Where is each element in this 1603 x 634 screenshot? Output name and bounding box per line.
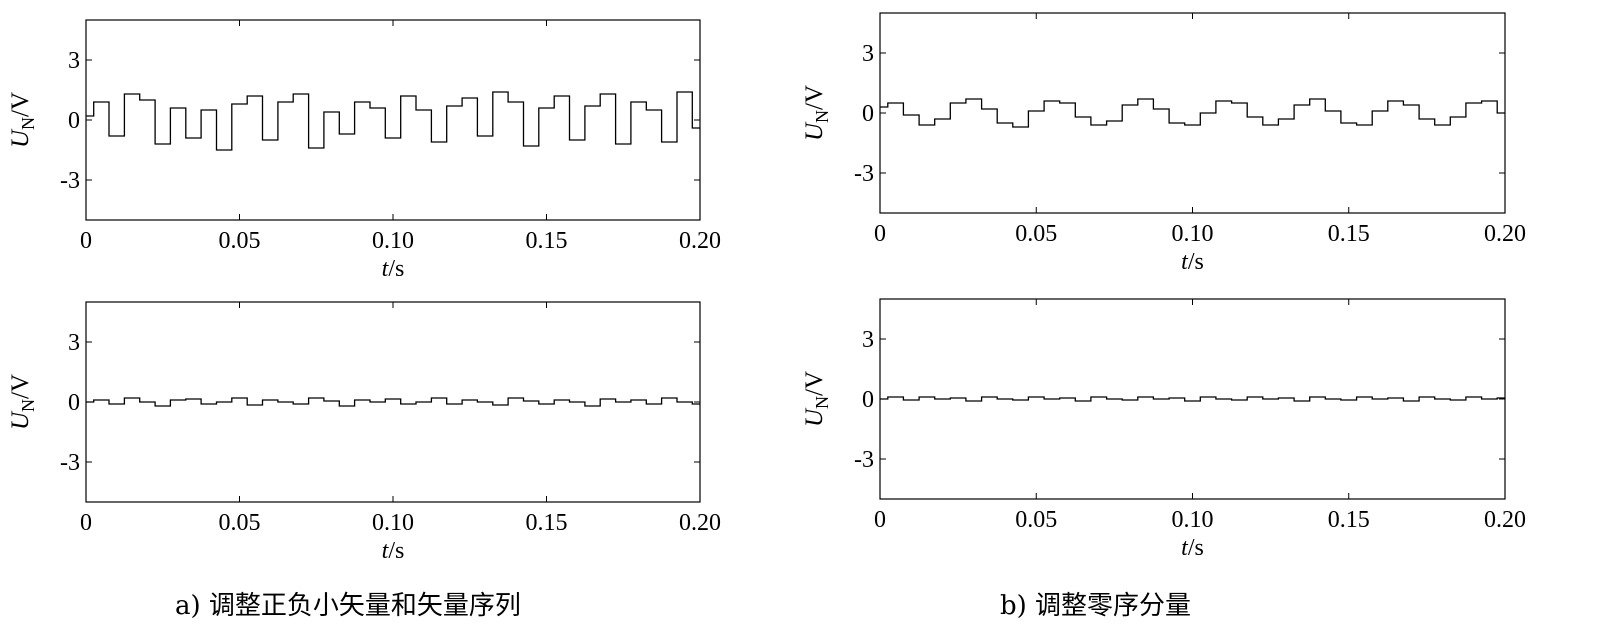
x-tick-label: 0.05	[1015, 221, 1057, 247]
plot-frame	[879, 12, 1506, 214]
y-tick-label: 0	[862, 387, 874, 413]
x-axis-label-unit: /s	[1188, 535, 1204, 561]
x-tick-label: 0.20	[1484, 507, 1526, 533]
y-axis-label-subscript: N	[18, 399, 38, 412]
x-tick-label: 0.10	[372, 510, 414, 536]
y-tick-label: 3	[862, 41, 874, 67]
y-axis-label: UN/V	[7, 374, 38, 430]
x-axis-label-symbol: t	[382, 256, 390, 282]
x-axis-label-symbol: t	[382, 538, 390, 564]
y-axis-label: UN/V	[801, 371, 832, 427]
x-tick-label: 0.15	[526, 228, 568, 254]
y-axis-label-subscript: N	[812, 110, 832, 123]
y-axis-label-symbol: U	[801, 121, 828, 141]
y-tick-label: -3	[60, 450, 80, 476]
y-tick-label: 3	[68, 330, 80, 356]
x-tick-label: 0.05	[219, 228, 261, 254]
caption-a: a) 调整正负小矢量和矢量序列	[175, 591, 521, 621]
plot-frame	[879, 298, 1506, 500]
series-line	[880, 98, 1505, 128]
x-tick-label: 0.15	[526, 510, 568, 536]
y-tick-label: -3	[854, 447, 874, 473]
x-axis-label: t/s	[382, 256, 405, 282]
x-tick-label: 0.10	[1172, 507, 1214, 533]
y-axis-label: UN/V	[801, 85, 832, 141]
y-axis-label-symbol: U	[7, 410, 34, 430]
x-axis-label: t/s	[382, 538, 405, 564]
x-tick-label: 0	[80, 228, 92, 254]
chart-b-top: 0 0.05 0.10 0.15 0.20 3 0 -3 t/s UN/V	[801, 12, 1526, 275]
y-tick-label: 3	[862, 327, 874, 353]
y-axis-label-unit: /V	[801, 371, 828, 396]
x-tick-label: 0.15	[1328, 221, 1370, 247]
x-axis-label-unit: /s	[388, 256, 404, 282]
y-tick-label: 0	[68, 390, 80, 416]
x-tick-label: 0	[80, 510, 92, 536]
x-tick-label: 0	[874, 221, 886, 247]
x-tick-label: 0.10	[372, 228, 414, 254]
y-tick-label: 3	[68, 48, 80, 74]
series-line	[86, 91, 700, 151]
x-axis-label: t/s	[1181, 535, 1204, 561]
x-axis-label-unit: /s	[388, 538, 404, 564]
y-axis-label-subscript: N	[812, 396, 832, 409]
y-tick-label: 0	[68, 108, 80, 134]
x-axis-label-symbol: t	[1181, 249, 1189, 275]
x-tick-label: 0.20	[679, 228, 721, 254]
chart-b-bottom: 0 0.05 0.10 0.15 0.20 3 0 -3 t/s UN/V	[801, 298, 1526, 561]
series-line	[86, 397, 700, 407]
y-tick-label: -3	[854, 161, 874, 187]
x-tick-label: 0.10	[1172, 221, 1214, 247]
y-axis-label-unit: /V	[801, 85, 828, 110]
plot-frame	[85, 19, 701, 221]
y-axis-label-symbol: U	[7, 128, 34, 148]
y-axis-label-subscript: N	[18, 117, 38, 130]
x-tick-label: 0.20	[1484, 221, 1526, 247]
y-axis-label-unit: /V	[7, 374, 34, 399]
plot-frame	[85, 301, 701, 503]
x-tick-label: 0.15	[1328, 507, 1370, 533]
x-axis-label-unit: /s	[1188, 249, 1204, 275]
caption-b: b) 调整零序分量	[1000, 591, 1192, 621]
x-axis-label-symbol: t	[1181, 535, 1189, 561]
y-tick-label: 0	[862, 101, 874, 127]
chart-a-bottom: 0 0.05 0.10 0.15 0.20 3 0 -3 t/s UN/V	[7, 301, 721, 564]
x-tick-label: 0	[874, 507, 886, 533]
y-tick-label: -3	[60, 168, 80, 194]
x-tick-label: 0.20	[679, 510, 721, 536]
y-axis-label-symbol: U	[801, 407, 828, 427]
x-tick-label: 0.05	[1015, 507, 1057, 533]
chart-a-top: 0 0.05 0.10 0.15 0.20 3 0 -3 t/s UN/V	[7, 19, 721, 282]
y-axis-label: UN/V	[7, 92, 38, 148]
x-tick-label: 0.05	[219, 510, 261, 536]
y-axis-label-unit: /V	[7, 92, 34, 117]
series-line	[880, 396, 1505, 402]
x-axis-label: t/s	[1181, 249, 1204, 275]
